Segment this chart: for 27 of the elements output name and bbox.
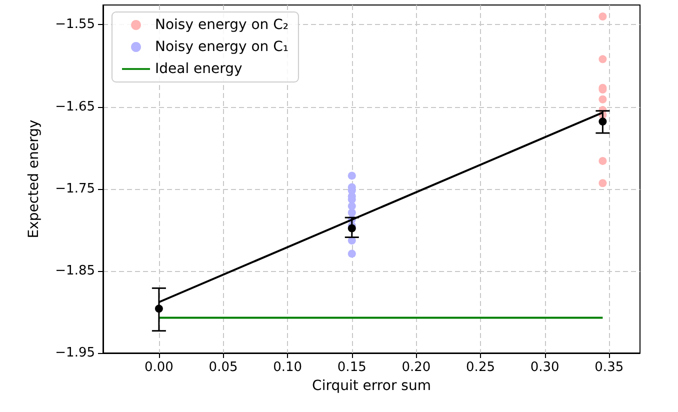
x-tick-label: 0.15: [337, 360, 366, 375]
point: [598, 156, 607, 165]
point: [598, 179, 607, 188]
x-tick-label: 0.25: [466, 360, 495, 375]
legend-label: Noisy energy on C₂: [155, 17, 288, 33]
y-tick-label: −1.95: [55, 346, 95, 360]
y-tick-label: −1.75: [55, 181, 95, 196]
point: [348, 208, 356, 217]
legend-label: Noisy energy on C₁: [155, 39, 288, 55]
x-axis-title: Cirquit error sum: [312, 378, 431, 394]
point: [348, 202, 356, 210]
x-tick-label: 0.05: [208, 360, 238, 375]
y-tick-label: −1.55: [55, 17, 95, 32]
x-tick-label: 0.30: [530, 360, 560, 375]
point: [348, 250, 356, 258]
y-tick-label: −1.85: [55, 263, 95, 278]
point: [598, 12, 607, 20]
point: [348, 172, 356, 180]
point: [598, 55, 607, 64]
legend-label: Ideal energy: [155, 61, 242, 77]
y-axis-title: Expected energy: [26, 120, 42, 238]
point: [598, 95, 607, 104]
x-tick-label: 0.35: [594, 360, 624, 375]
x-tick-label: 0.20: [402, 360, 431, 375]
x-tick-label: 0.10: [273, 360, 302, 375]
y-tick-label: −1.65: [55, 99, 95, 114]
x-tick-label: 0.00: [144, 360, 174, 375]
